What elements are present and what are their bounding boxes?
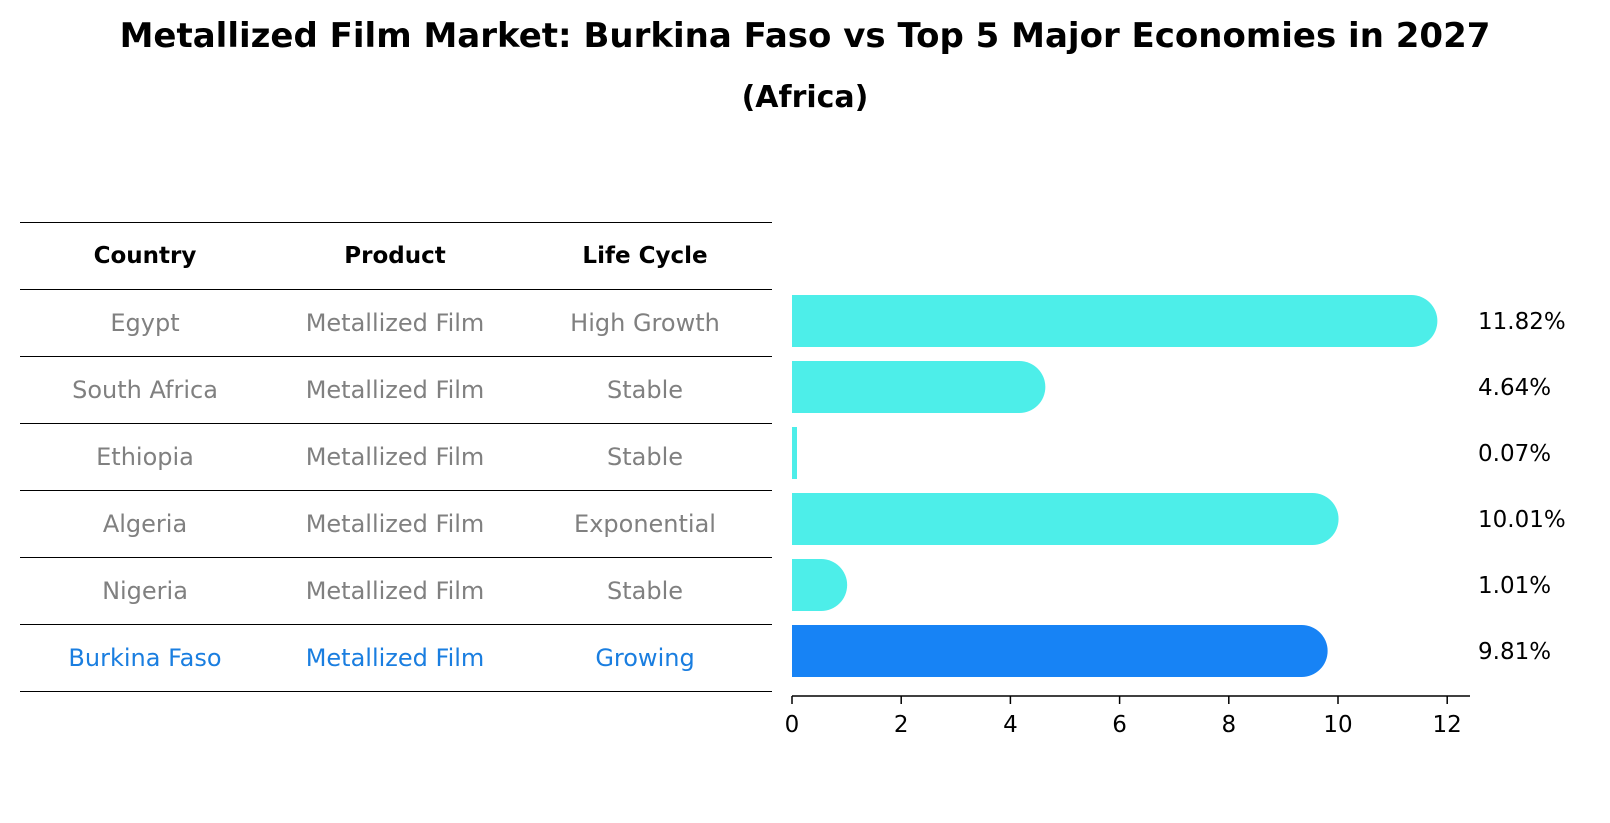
value-label: 0.07% bbox=[1478, 441, 1551, 467]
chart-subtitle: (Africa) bbox=[741, 80, 869, 115]
cell-country: South Africa bbox=[72, 376, 218, 404]
x-tick-label: 6 bbox=[1112, 712, 1127, 738]
bar-egypt bbox=[792, 295, 1438, 347]
cell-country: Egypt bbox=[110, 309, 180, 337]
x-tick-label: 12 bbox=[1433, 712, 1462, 738]
cell-product: Metallized Film bbox=[305, 644, 485, 672]
bar-nigeria bbox=[792, 559, 848, 611]
data-table: Country Product Life Cycle Egypt Metalli… bbox=[20, 222, 772, 692]
value-label: 11.82% bbox=[1478, 309, 1566, 335]
bar-south-africa bbox=[792, 361, 1046, 413]
x-tick-label: 8 bbox=[1221, 712, 1236, 738]
cell-product: Metallized Film bbox=[305, 510, 485, 538]
header-life-cycle: Life Cycle bbox=[582, 243, 708, 269]
cell-country: Burkina Faso bbox=[68, 644, 222, 672]
table-header-row: Country Product Life Cycle bbox=[20, 222, 772, 289]
value-label: 9.81% bbox=[1478, 639, 1551, 665]
bar-ethiopia bbox=[792, 427, 797, 479]
x-tick-label: 4 bbox=[1003, 712, 1018, 738]
table-row: Egypt Metallized Film High Growth bbox=[20, 289, 772, 356]
cell-product: Metallized Film bbox=[305, 577, 485, 605]
cell-product: Metallized Film bbox=[305, 309, 485, 337]
chart-title: Metallized Film Market: Burkina Faso vs … bbox=[119, 16, 1491, 56]
table-row: South Africa Metallized Film Stable bbox=[20, 356, 772, 423]
table-row: Nigeria Metallized Film Stable bbox=[20, 557, 772, 624]
value-label: 10.01% bbox=[1478, 507, 1566, 533]
table-row: Algeria Metallized Film Exponential bbox=[20, 490, 772, 557]
cell-product: Metallized Film bbox=[305, 443, 485, 471]
cell-life-cycle: Stable bbox=[606, 443, 684, 471]
table-row: Ethiopia Metallized Film Stable bbox=[20, 423, 772, 490]
value-label: 1.01% bbox=[1478, 573, 1551, 599]
cell-life-cycle: Growing bbox=[595, 644, 695, 672]
bar-algeria bbox=[792, 493, 1339, 545]
cell-product: Metallized Film bbox=[305, 376, 485, 404]
cell-country: Nigeria bbox=[102, 577, 188, 605]
cell-country: Ethiopia bbox=[96, 443, 194, 471]
cell-life-cycle: Exponential bbox=[574, 510, 716, 538]
cell-country: Algeria bbox=[102, 510, 188, 538]
bar-burkina-faso bbox=[792, 625, 1328, 677]
x-tick-label: 10 bbox=[1323, 712, 1352, 738]
cell-life-cycle: Stable bbox=[606, 577, 684, 605]
cell-life-cycle: Stable bbox=[606, 376, 684, 404]
cell-life-cycle: High Growth bbox=[570, 309, 720, 337]
header-country: Country bbox=[93, 243, 197, 269]
x-tick-label: 2 bbox=[894, 712, 909, 738]
header-product: Product bbox=[344, 243, 446, 269]
x-tick-label: 0 bbox=[785, 712, 800, 738]
table-row-highlighted: Burkina Faso Metallized Film Growing bbox=[20, 624, 772, 692]
value-label: 4.64% bbox=[1478, 375, 1551, 401]
